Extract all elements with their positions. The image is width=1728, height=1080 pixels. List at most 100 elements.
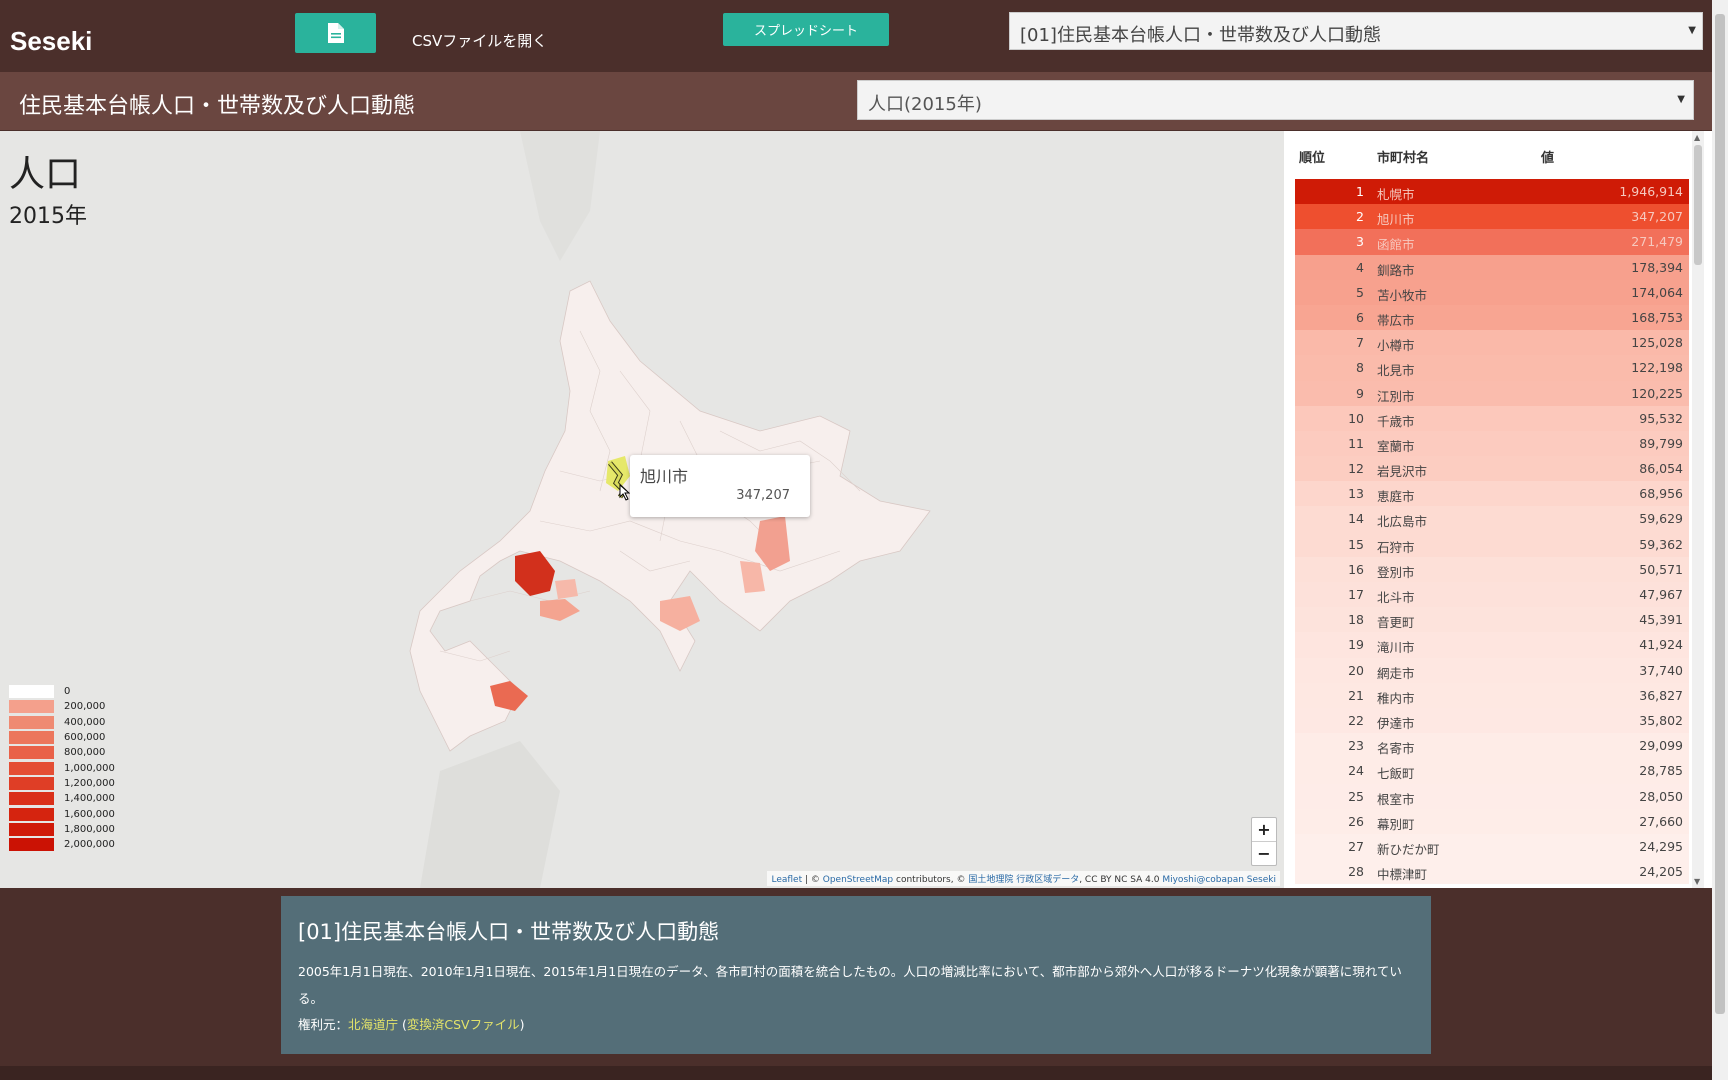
csv-download-link[interactable]: 変換済CSVファイル bbox=[406, 1017, 520, 1032]
legend-label: 1,800,000 bbox=[64, 823, 115, 835]
ranking-row[interactable]: 1 札幌市 1,946,914 bbox=[1295, 179, 1689, 205]
dataset-select[interactable]: [01]住民基本台帳人口・世帯数及び人口動態 ▼ bbox=[1009, 12, 1703, 50]
scroll-down-icon[interactable]: ▼ bbox=[1694, 877, 1701, 886]
ranking-row[interactable]: 12 岩見沢市 86,054 bbox=[1295, 456, 1689, 482]
ranking-row[interactable]: 18 音更町 45,391 bbox=[1295, 607, 1689, 633]
region-muroran[interactable] bbox=[555, 579, 578, 599]
ranking-row[interactable]: 17 北斗市 47,967 bbox=[1295, 582, 1689, 608]
municipality-name: 登別市 bbox=[1377, 564, 1415, 580]
region-kushiro[interactable] bbox=[755, 516, 790, 571]
legend-swatch bbox=[9, 731, 54, 745]
legend-label: 2,000,000 bbox=[64, 839, 115, 851]
region-sapporo[interactable] bbox=[515, 551, 555, 596]
municipality-name: 名寄市 bbox=[1377, 741, 1415, 757]
municipality-name: 旭川市 bbox=[1377, 212, 1415, 228]
rank-number: 3 bbox=[1356, 234, 1364, 250]
brand-logo[interactable]: Seseki bbox=[10, 26, 93, 56]
ranking-row[interactable]: 6 帯広市 168,753 bbox=[1295, 304, 1689, 331]
legend-label: 1,400,000 bbox=[64, 793, 115, 805]
region-tomakomai[interactable] bbox=[540, 599, 580, 621]
ranking-value: 168,753 bbox=[1631, 309, 1683, 325]
legend-label: 200,000 bbox=[64, 701, 106, 713]
ranking-row[interactable]: 20 網走市 37,740 bbox=[1295, 657, 1689, 683]
ranking-row[interactable]: 26 幕別町 27,660 bbox=[1295, 808, 1689, 834]
ranking-value: 59,362 bbox=[1639, 536, 1683, 552]
legend-row: 1,800,000 bbox=[9, 822, 115, 837]
item-select-value: 人口(2015年) bbox=[868, 94, 982, 115]
municipality-name: 江別市 bbox=[1377, 388, 1415, 404]
ranking-row[interactable]: 5 苫小牧市 174,064 bbox=[1295, 279, 1689, 305]
ranking-row[interactable]: 7 小樽市 125,028 bbox=[1295, 330, 1689, 356]
ranking-row[interactable]: 27 新ひだか町 24,295 bbox=[1295, 833, 1689, 860]
ranking-row[interactable]: 23 名寄市 29,099 bbox=[1295, 733, 1689, 759]
dataset-select-value: [01]住民基本台帳人口・世帯数及び人口動態 bbox=[1020, 25, 1381, 46]
legend-label: 800,000 bbox=[64, 747, 106, 759]
ranking-row[interactable]: 28 中標津町 24,205 bbox=[1295, 859, 1689, 885]
ranking-row[interactable]: 4 釧路市 178,394 bbox=[1295, 254, 1689, 280]
ranking-value: 59,629 bbox=[1639, 511, 1683, 527]
choropleth-map[interactable]: 人口 2015年 旭川市 347,207 0 200,000 400,000 600,… bbox=[0, 131, 1284, 888]
ranking-value: 35,802 bbox=[1639, 712, 1683, 728]
rank-number: 14 bbox=[1348, 511, 1364, 527]
open-csv-button[interactable] bbox=[295, 13, 376, 53]
municipality-name: 恵庭市 bbox=[1377, 489, 1415, 505]
zoom-out-button[interactable]: − bbox=[1257, 844, 1271, 863]
ranking-value: 27,660 bbox=[1639, 813, 1683, 829]
ranking-row[interactable]: 13 恵庭市 68,956 bbox=[1295, 481, 1689, 507]
ranking-value: 24,295 bbox=[1639, 838, 1683, 854]
page-scrollbar[interactable] bbox=[1712, 0, 1728, 1080]
rank-number: 10 bbox=[1348, 410, 1364, 426]
ranking-row[interactable]: 2 旭川市 347,207 bbox=[1295, 204, 1689, 230]
ranking-row[interactable]: 22 伊達市 35,802 bbox=[1295, 707, 1689, 734]
name-column-header[interactable]: 市町村名 bbox=[1377, 151, 1430, 166]
map-marker-icon[interactable] bbox=[606, 461, 636, 501]
map-title: 人口 bbox=[9, 154, 82, 195]
ranking-row[interactable]: 24 七飯町 28,785 bbox=[1295, 758, 1689, 784]
page-scroll-thumb[interactable] bbox=[1715, 14, 1725, 1014]
value-column-header[interactable]: 値 bbox=[1541, 151, 1555, 166]
legend-row: 1,600,000 bbox=[9, 806, 115, 821]
description-body: 2005年1月1日現在、2010年1月1日現在、2015年1月1日現在のデータ、… bbox=[298, 964, 1402, 1006]
ranking-row[interactable]: 15 石狩市 59,362 bbox=[1295, 531, 1689, 557]
ranking-row[interactable]: 10 千歳市 95,532 bbox=[1295, 405, 1689, 431]
ranking-row[interactable]: 25 根室市 28,050 bbox=[1295, 783, 1689, 809]
ranking-row[interactable]: 14 北広島市 59,629 bbox=[1295, 506, 1689, 532]
ranking-row[interactable]: 16 登別市 50,571 bbox=[1295, 556, 1689, 582]
source-link[interactable]: 北海道庁 bbox=[348, 1017, 399, 1032]
description-source: 権利元：北海道庁 (変換済CSVファイル) bbox=[298, 1012, 1414, 1038]
rank-column-header[interactable]: 順位 bbox=[1299, 151, 1326, 166]
ranking-scroll-thumb[interactable] bbox=[1694, 145, 1702, 265]
rank-number: 21 bbox=[1348, 687, 1364, 703]
ranking-row[interactable]: 9 江別市 120,225 bbox=[1295, 380, 1689, 406]
zoom-in-button[interactable]: + bbox=[1252, 818, 1276, 842]
map-land-sakhalin bbox=[520, 131, 600, 261]
region-obihiro[interactable] bbox=[660, 596, 700, 631]
map-tooltip: 旭川市 347,207 bbox=[630, 455, 810, 517]
open-csv-label[interactable]: CSVファイルを開く bbox=[412, 32, 548, 50]
ranking-scrollbar[interactable]: ▲ ▼ bbox=[1692, 131, 1704, 888]
scroll-up-icon[interactable]: ▲ bbox=[1694, 133, 1701, 142]
municipality-name: 小樽市 bbox=[1377, 338, 1415, 354]
author-link[interactable]: Miyoshi@cobapan Seseki bbox=[1162, 875, 1276, 885]
legend-swatch bbox=[9, 822, 54, 836]
ranking-panel[interactable]: 順位 市町村名 値 1 札幌市 1,946,914 2 旭川市 347,207 3 函館市 27… bbox=[1284, 131, 1712, 888]
leaflet-link[interactable]: Leaflet bbox=[771, 875, 803, 885]
ranking-row[interactable]: 8 北見市 122,198 bbox=[1295, 355, 1689, 381]
item-select[interactable]: 人口(2015年) ▼ bbox=[857, 80, 1694, 120]
ranking-value: 347,207 bbox=[1631, 209, 1683, 225]
gsi-link[interactable]: 国土地理院 行政区域データ bbox=[968, 875, 1080, 885]
dataset-title: 住民基本台帳人口・世帯数及び人口動態 bbox=[19, 94, 416, 119]
ranking-row[interactable]: 21 稚内市 36,827 bbox=[1295, 682, 1689, 708]
ranking-row[interactable]: 11 室蘭市 89,799 bbox=[1295, 430, 1689, 457]
region-kitami[interactable] bbox=[740, 561, 765, 593]
ranking-row[interactable]: 19 滝川市 41,924 bbox=[1295, 632, 1689, 658]
region-hakodate[interactable] bbox=[490, 681, 528, 711]
rank-number: 15 bbox=[1348, 536, 1364, 552]
municipality-name: 伊達市 bbox=[1377, 715, 1415, 731]
footer-strip bbox=[0, 1066, 1712, 1080]
osm-link[interactable]: OpenStreetMap bbox=[822, 875, 894, 885]
spreadsheet-button[interactable]: スプレッドシート bbox=[723, 13, 889, 46]
municipality-name: 滝川市 bbox=[1377, 640, 1415, 656]
legend-row: 0 bbox=[9, 684, 115, 699]
ranking-row[interactable]: 3 函館市 271,479 bbox=[1295, 229, 1689, 255]
